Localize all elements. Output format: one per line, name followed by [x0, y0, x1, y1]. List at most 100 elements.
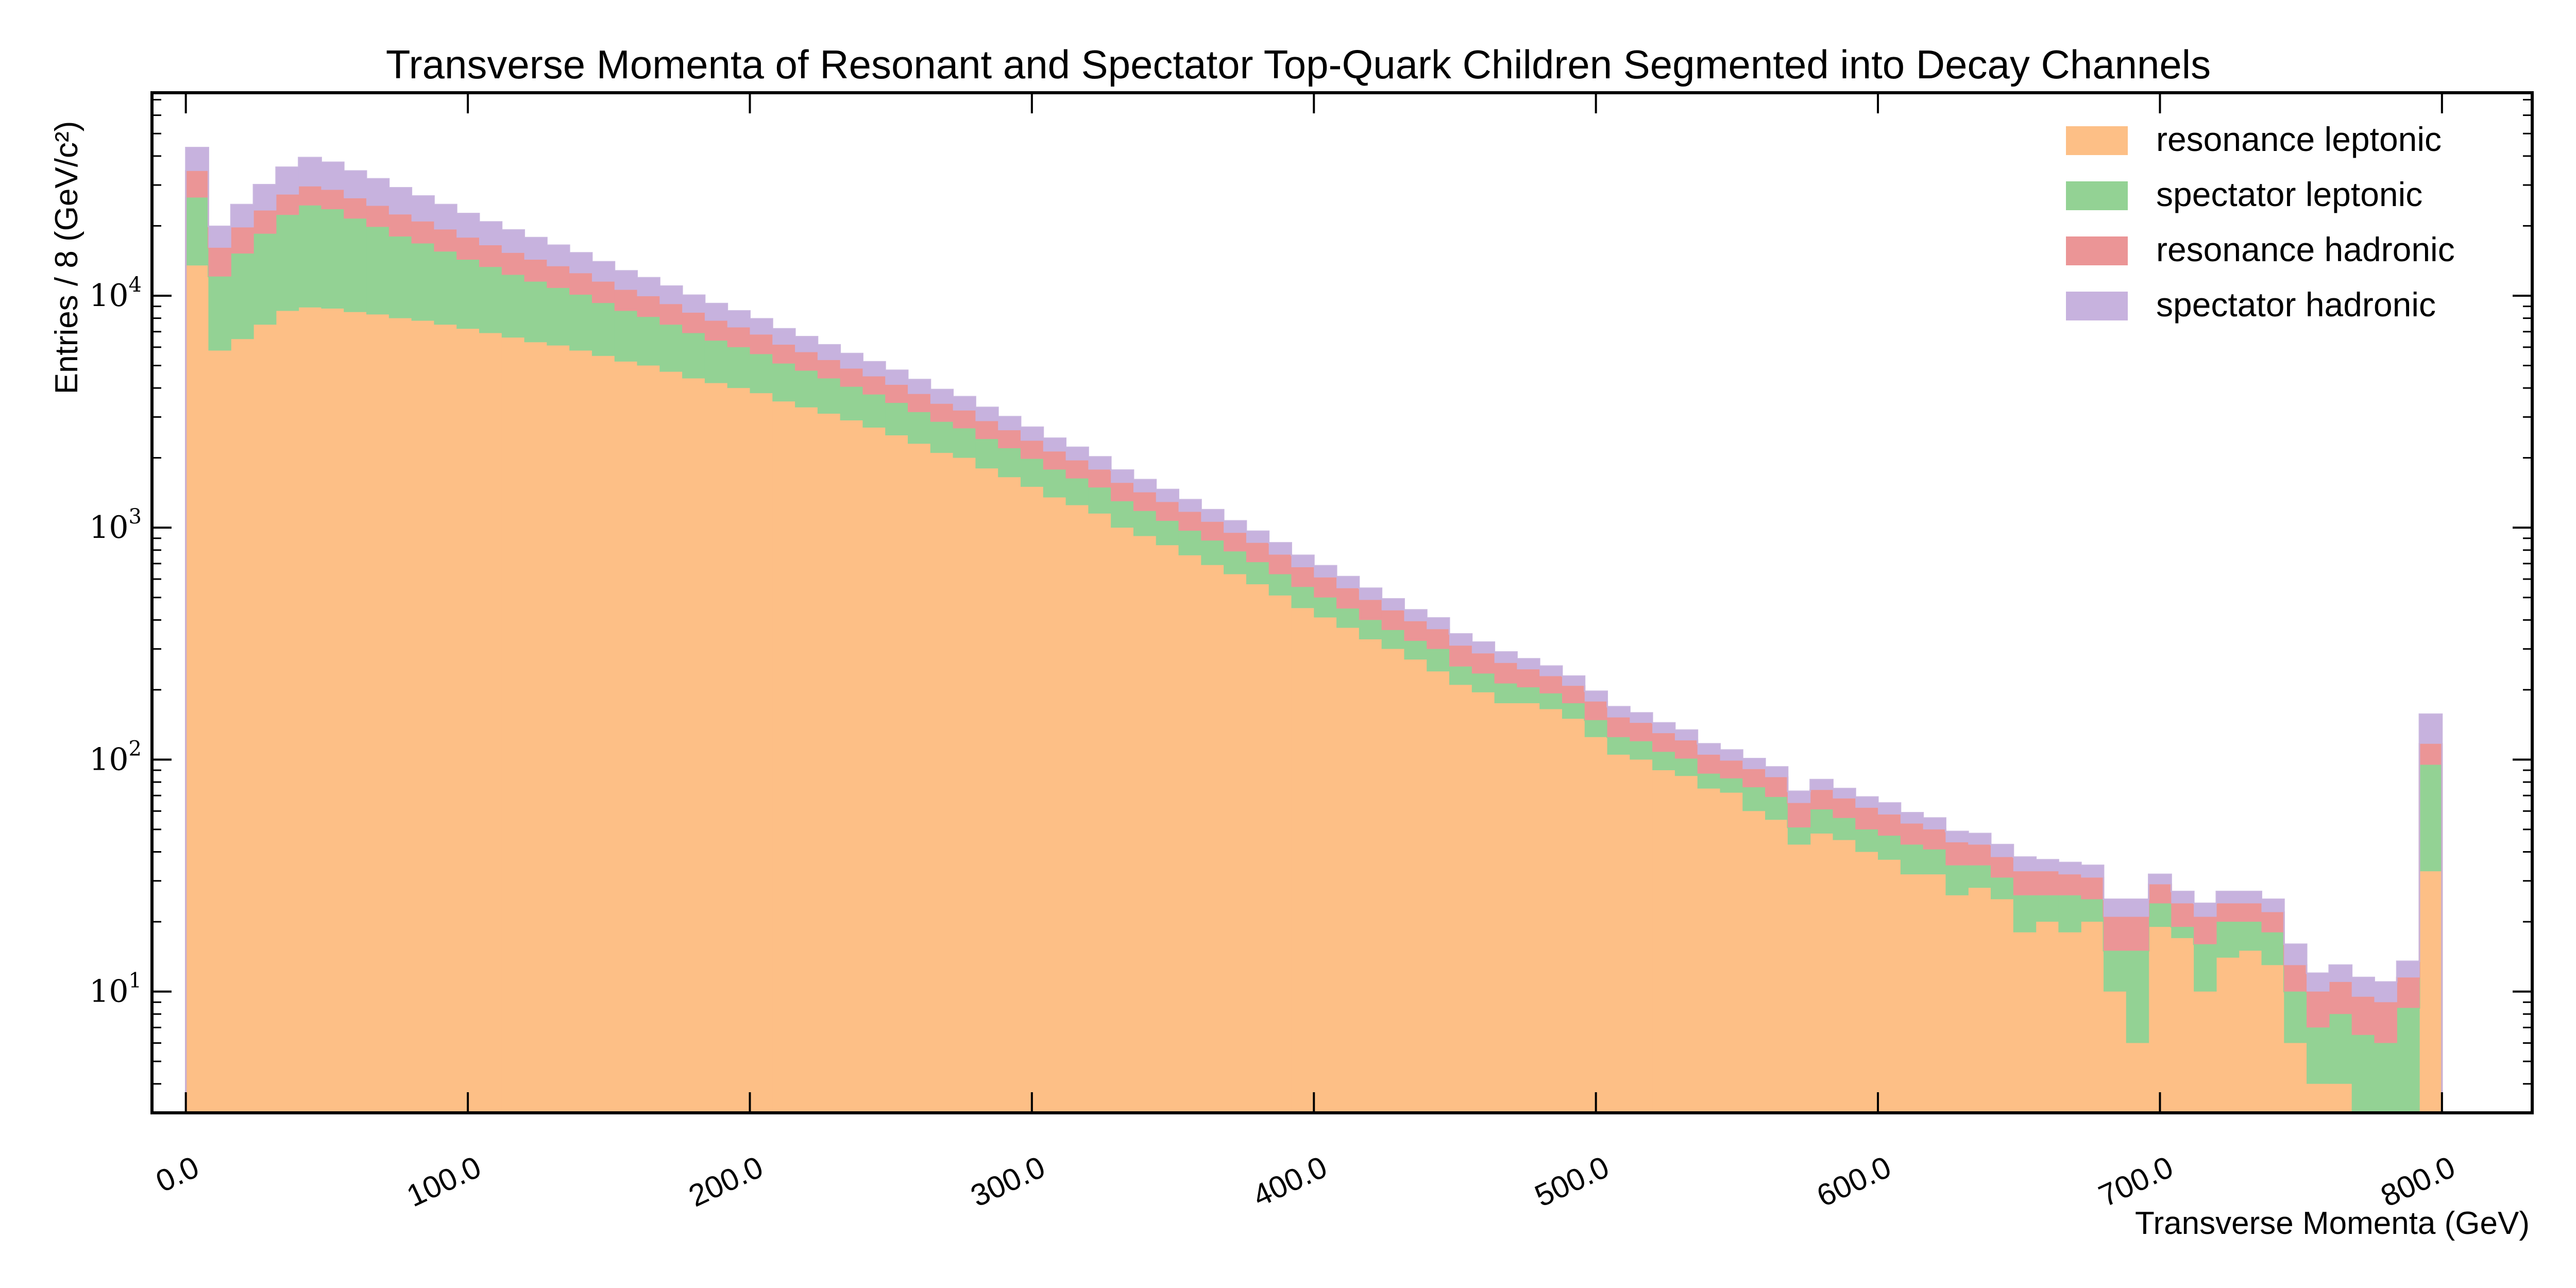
bar-bin — [231, 227, 254, 254]
bar-bin — [411, 243, 434, 321]
bar-bin — [1539, 709, 1563, 1113]
bar-bin — [231, 205, 254, 228]
bar-bin — [840, 386, 863, 420]
bar-bin — [750, 354, 773, 394]
series-resonance-hadronic — [185, 170, 2443, 1113]
bar-bin — [908, 444, 931, 1113]
bar-bin — [1471, 653, 1495, 674]
bar-bin — [908, 412, 931, 444]
bar-bin — [975, 407, 998, 421]
bar-bin — [1539, 666, 1563, 676]
bar-bin — [2126, 917, 2149, 951]
bar-bin — [276, 311, 299, 1113]
bar-bin — [1923, 829, 1946, 850]
bar-bin — [1268, 554, 1292, 574]
bar-bin — [456, 213, 480, 238]
bar-bin — [1427, 671, 1450, 1113]
bar-bin — [2307, 1083, 2330, 1113]
bar-bin — [1968, 844, 1991, 866]
plot-frame — [150, 91, 2534, 1114]
bar-bin — [953, 410, 976, 429]
bar-bin — [2171, 891, 2194, 904]
bar-bin — [1765, 767, 1788, 777]
bar-bin — [479, 222, 502, 246]
bar-bin — [1810, 779, 1834, 790]
bar-bin — [1224, 551, 1247, 574]
bar-bin — [862, 362, 886, 377]
bar-bin — [1268, 574, 1292, 596]
bar-bin — [434, 205, 457, 230]
bar-bin — [840, 420, 863, 1113]
x-tick-label: 300.0 — [965, 1149, 1050, 1213]
bar-bin — [930, 389, 954, 404]
bar-bin — [321, 209, 344, 309]
bar-bin — [1584, 720, 1608, 737]
bar-bin — [1607, 737, 1630, 755]
bar-bin — [1268, 595, 1292, 1113]
bar-bin — [591, 303, 615, 356]
bar-bin — [1855, 852, 1878, 1113]
bar-bin — [862, 394, 886, 428]
bar-bin — [276, 167, 299, 195]
bar-bin — [614, 290, 638, 311]
bar-bin — [2148, 884, 2172, 904]
bar-bin — [479, 245, 502, 267]
bar-bin — [1156, 520, 1179, 546]
bar-bin — [366, 206, 389, 227]
bar-bin — [1111, 483, 1134, 501]
bar-bin — [727, 388, 751, 1113]
bar-bin — [1494, 683, 1517, 703]
bar-bin — [388, 188, 412, 215]
bar-bin — [344, 171, 367, 198]
bar-bin — [1381, 630, 1405, 649]
bar-bin — [659, 371, 683, 1113]
bar-bin — [2351, 1035, 2375, 1113]
bar-bin — [750, 334, 773, 354]
bar-bin — [772, 363, 795, 402]
x-tick-label: 0.0 — [150, 1149, 204, 1199]
bar-bin — [614, 311, 638, 362]
bar-bin — [2081, 922, 2104, 1113]
bar-bin — [1201, 510, 1224, 522]
bar-bin — [1652, 752, 1675, 770]
bar-bin — [1742, 787, 1766, 811]
bar-bin — [2103, 917, 2127, 951]
bar-bin — [2058, 862, 2081, 875]
bar-bin — [998, 448, 1021, 478]
bar-bin — [2126, 951, 2149, 1043]
bar-bin — [185, 147, 209, 171]
bar-bin — [885, 384, 908, 403]
bar-bin — [1133, 511, 1157, 536]
bar-bin — [1945, 865, 1969, 895]
legend-label: spectator leptonic — [2156, 175, 2422, 213]
bar-bin — [795, 352, 818, 371]
bar-bin — [2148, 927, 2172, 1113]
bar-bin — [208, 247, 231, 277]
bar-bin — [2013, 857, 2037, 872]
bar-bin — [2148, 903, 2172, 927]
bar-bin — [862, 427, 886, 1113]
bar-bin — [2261, 932, 2284, 965]
bar-bin — [1810, 790, 1834, 810]
bar-bin — [2239, 922, 2262, 951]
bar-bin — [1720, 760, 1743, 778]
bar-bin — [1833, 818, 1856, 840]
bar-bin — [682, 333, 705, 379]
bar-bin — [998, 416, 1021, 431]
bar-bin — [1178, 512, 1201, 531]
bar-bin — [2126, 899, 2149, 917]
legend-label: resonance leptonic — [2156, 120, 2442, 158]
bar-bin — [1088, 456, 1111, 470]
bar-bin — [1201, 540, 1224, 565]
bar-bin — [524, 238, 547, 260]
bar-bin — [1787, 803, 1811, 828]
bar-bin — [1246, 562, 1269, 585]
bar-bin — [772, 401, 795, 1113]
bar-bin — [637, 317, 660, 366]
bar-bin — [1224, 574, 1247, 1113]
bar-bin — [1945, 842, 1969, 866]
bar-bin — [1404, 640, 1427, 660]
y-tick-label: 101 — [89, 969, 142, 1010]
bar-bin — [885, 370, 908, 385]
